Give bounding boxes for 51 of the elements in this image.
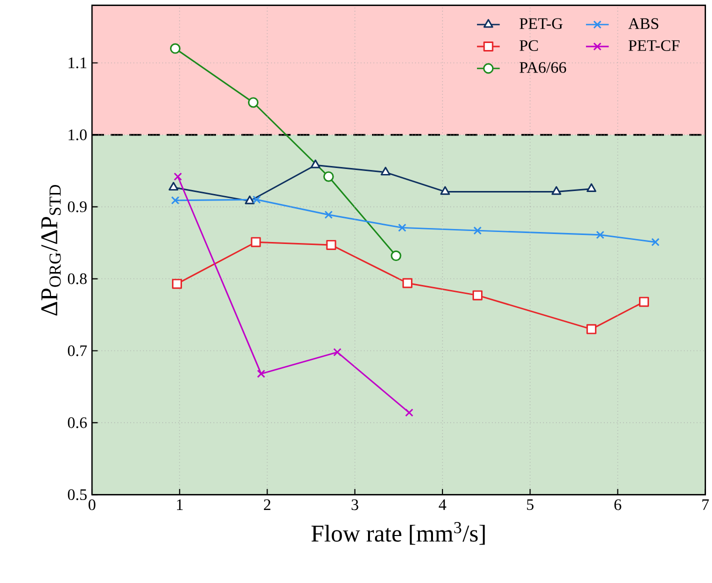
x-tick-label: 7 xyxy=(702,500,709,510)
point xyxy=(472,290,483,300)
point xyxy=(170,43,181,54)
y-tick-label: 0.6 xyxy=(68,417,87,428)
legend-label: PET-CF xyxy=(628,40,680,52)
point xyxy=(310,160,320,168)
point xyxy=(256,370,266,378)
point xyxy=(473,226,482,235)
point xyxy=(244,196,255,204)
point xyxy=(174,172,182,181)
x-tick-label: 2 xyxy=(264,500,270,510)
point xyxy=(551,186,562,196)
x-tick-label: 0 xyxy=(88,500,96,510)
point xyxy=(324,210,333,220)
legend-label: PA6/66 xyxy=(520,62,566,74)
x-tick-label: 1 xyxy=(177,500,183,510)
y-tick-label: 1.0 xyxy=(68,130,87,140)
point xyxy=(250,237,261,248)
y-axis-title: ΔP$_{ORG}$/ΔP$_{STD}$ xyxy=(41,185,61,316)
x-tick-label: 4 xyxy=(438,500,446,510)
y-tick-label: 0.8 xyxy=(68,274,87,284)
x-tick-label: 5 xyxy=(527,500,534,510)
y-tick-label: 0.7 xyxy=(68,345,87,356)
point xyxy=(168,182,178,191)
point xyxy=(586,324,596,334)
y-tick-label: 0.5 xyxy=(68,489,87,500)
point xyxy=(405,408,414,417)
y-tick-label: 1.1 xyxy=(68,58,86,68)
point xyxy=(596,230,604,240)
point xyxy=(380,166,390,176)
point xyxy=(639,296,650,307)
point xyxy=(323,171,334,182)
point xyxy=(248,97,258,108)
point xyxy=(402,278,412,288)
legend-label: PET-G xyxy=(520,18,563,30)
point xyxy=(398,224,406,232)
point xyxy=(390,250,402,262)
legend-label: PC xyxy=(520,40,538,52)
point xyxy=(252,196,261,204)
point xyxy=(172,278,182,289)
point xyxy=(326,240,336,250)
point xyxy=(171,196,180,205)
x-axis-title: Flow rate [mm$^{3}$/s] xyxy=(312,522,485,545)
point xyxy=(586,183,596,192)
point xyxy=(333,348,342,356)
y-tick-label: 0.9 xyxy=(68,202,87,212)
point xyxy=(651,238,660,246)
x-tick-label: 6 xyxy=(614,500,622,510)
x-tick-label: 3 xyxy=(352,500,358,510)
legend-label: ABS xyxy=(628,18,658,30)
point xyxy=(440,186,450,196)
